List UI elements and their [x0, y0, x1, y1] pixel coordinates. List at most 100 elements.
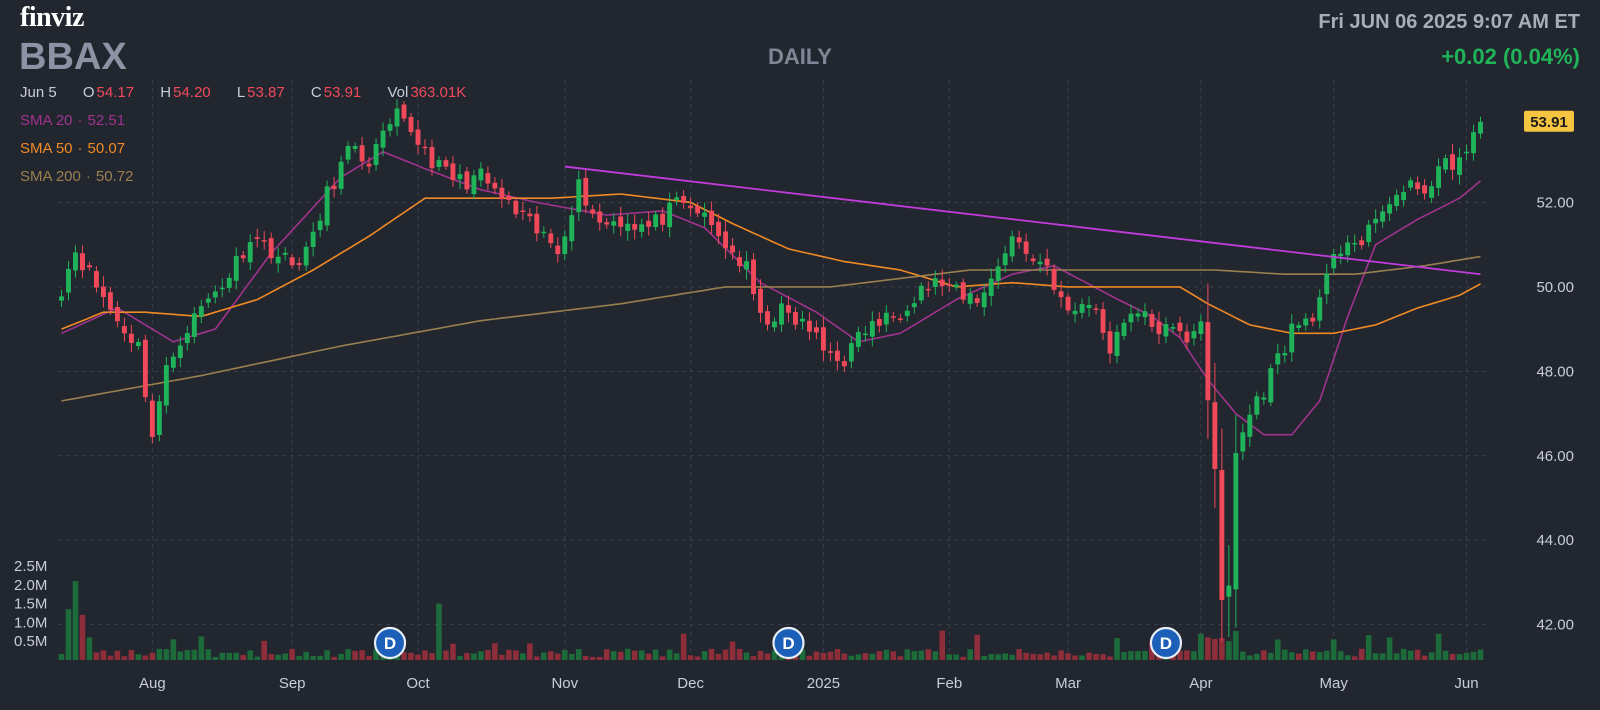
volume-bar	[1442, 650, 1449, 660]
volume-bar	[492, 643, 498, 660]
candle-body	[751, 259, 756, 295]
candle-body	[394, 108, 400, 127]
candle	[457, 164, 463, 189]
volume-bar	[72, 581, 79, 660]
date-tick-label: Aug	[139, 675, 166, 692]
candle-body	[331, 185, 337, 190]
candle-body	[429, 146, 435, 169]
volume-bar	[1079, 655, 1085, 660]
candle-body	[786, 305, 791, 313]
candle-body	[1478, 121, 1483, 134]
sma-50-legend[interactable]: SMA 50 · 50.07	[20, 140, 125, 157]
candle	[653, 210, 659, 231]
candle	[939, 269, 945, 297]
price-tick-label: 52.00	[1536, 194, 1574, 211]
low-label: L	[236, 84, 246, 101]
candle	[261, 231, 267, 250]
candle-body	[212, 291, 218, 298]
candle	[156, 395, 162, 442]
candle-body	[1156, 321, 1162, 335]
candle	[1380, 205, 1386, 228]
date-tick-label: Sep	[279, 675, 306, 692]
volume-bar	[1205, 637, 1211, 660]
volume-bar	[1128, 651, 1134, 660]
sma-20-legend[interactable]: SMA 20 · 52.51	[20, 112, 125, 129]
candle	[1163, 317, 1169, 344]
candle-body	[583, 177, 589, 206]
candle	[471, 170, 477, 200]
candle	[925, 281, 931, 297]
candle	[135, 338, 141, 350]
volume-bar	[743, 652, 750, 660]
candle	[1352, 234, 1358, 253]
candle-body	[289, 257, 295, 266]
candle-body	[730, 245, 736, 253]
date-tick-label: 2025	[807, 675, 840, 692]
finviz-logo[interactable]: finviz	[20, 2, 84, 33]
date-tick-label: Jun	[1454, 675, 1478, 692]
candle-body	[478, 168, 484, 181]
volume-bar	[282, 653, 288, 660]
volume-label: Vol	[387, 84, 409, 101]
candle	[1051, 264, 1057, 295]
candle-body	[1114, 331, 1120, 357]
candle-body	[1261, 397, 1267, 400]
candle	[80, 245, 85, 279]
candle-body	[443, 160, 449, 167]
candle	[338, 155, 344, 195]
volume-bar	[883, 649, 890, 660]
volume-bar	[631, 650, 638, 660]
candle	[401, 101, 407, 123]
candle	[506, 191, 512, 205]
volume-bar	[1302, 649, 1309, 660]
candle	[911, 296, 917, 314]
candle	[904, 305, 910, 322]
candle-body	[1240, 432, 1246, 452]
candle-body	[373, 143, 379, 166]
dividend-marker	[772, 626, 805, 660]
volume-bar	[1428, 652, 1435, 660]
volume-bar	[1058, 650, 1064, 660]
candle	[1016, 230, 1022, 249]
candle-body	[967, 293, 973, 304]
dividend-marker	[373, 626, 407, 660]
candle	[1450, 144, 1455, 180]
volume-bar	[771, 650, 778, 660]
candle-body	[953, 284, 959, 288]
candle-body	[1345, 242, 1351, 256]
candle-body	[66, 268, 71, 293]
candle	[373, 138, 379, 171]
candle-body	[548, 233, 554, 244]
candle	[450, 156, 456, 188]
candle-body	[345, 145, 351, 160]
candle-body	[1373, 218, 1379, 224]
candle-body	[1100, 309, 1106, 333]
candle	[429, 139, 435, 176]
volume-bar	[953, 654, 960, 660]
candle	[988, 268, 994, 307]
candle	[352, 142, 358, 153]
candle-body	[793, 312, 798, 325]
volume-bar	[1219, 637, 1225, 660]
candle-body	[1121, 322, 1127, 337]
volume-bar	[184, 650, 191, 660]
volume-bar	[918, 650, 925, 660]
candle	[163, 356, 169, 414]
sma-200-legend[interactable]: SMA 200 · 50.72	[20, 168, 133, 185]
candle-body	[73, 252, 78, 271]
volume-bar	[401, 652, 407, 660]
candle	[1240, 423, 1246, 461]
candle	[876, 312, 882, 333]
candle	[695, 202, 701, 218]
volume-bar	[177, 651, 184, 660]
candle	[1310, 313, 1316, 327]
candle	[1107, 321, 1113, 364]
candle	[548, 228, 554, 248]
candle-body	[1002, 253, 1008, 266]
volume-bar	[331, 656, 337, 660]
volume-bar	[1121, 652, 1127, 660]
candle-body	[1135, 313, 1141, 317]
candle	[1086, 296, 1092, 317]
candle	[1135, 308, 1141, 322]
